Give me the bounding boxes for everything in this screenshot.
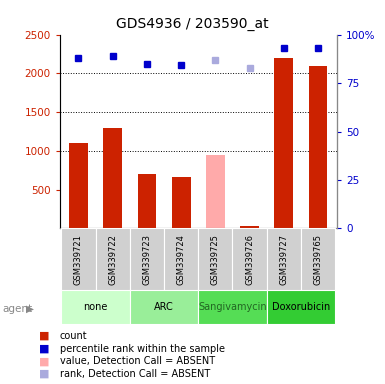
Text: none: none	[84, 302, 108, 312]
Text: ▶: ▶	[26, 304, 34, 314]
Bar	[103, 127, 122, 228]
Bar	[301, 228, 335, 290]
Bar	[309, 66, 328, 228]
Bar	[206, 155, 225, 228]
Bar	[137, 174, 156, 228]
Text: ■: ■	[38, 344, 49, 354]
Text: GSM339726: GSM339726	[245, 234, 254, 285]
Text: GDS4936 / 203590_at: GDS4936 / 203590_at	[116, 17, 269, 31]
Bar	[172, 177, 191, 228]
Text: percentile rank within the sample: percentile rank within the sample	[60, 344, 225, 354]
Bar	[95, 228, 130, 290]
Text: GSM339722: GSM339722	[108, 234, 117, 285]
Bar	[61, 228, 95, 290]
Text: agent: agent	[2, 304, 32, 314]
Text: ARC: ARC	[154, 302, 174, 312]
Bar	[267, 290, 335, 324]
Text: Sangivamycin: Sangivamycin	[198, 302, 267, 312]
Bar	[164, 228, 198, 290]
Bar	[198, 228, 233, 290]
Text: GSM339723: GSM339723	[142, 234, 151, 285]
Text: GSM339727: GSM339727	[280, 234, 288, 285]
Text: ■: ■	[38, 369, 49, 379]
Text: rank, Detection Call = ABSENT: rank, Detection Call = ABSENT	[60, 369, 210, 379]
Text: GSM339765: GSM339765	[313, 234, 323, 285]
Bar	[130, 228, 164, 290]
Text: GSM339724: GSM339724	[177, 234, 186, 285]
Bar	[61, 290, 130, 324]
Bar	[267, 228, 301, 290]
Text: GSM339721: GSM339721	[74, 234, 83, 285]
Bar	[198, 290, 267, 324]
Text: ■: ■	[38, 331, 49, 341]
Text: value, Detection Call = ABSENT: value, Detection Call = ABSENT	[60, 356, 215, 366]
Text: Doxorubicin: Doxorubicin	[272, 302, 330, 312]
Text: GSM339725: GSM339725	[211, 234, 220, 285]
Text: ■: ■	[38, 356, 49, 366]
Bar	[240, 226, 259, 228]
Bar	[130, 290, 198, 324]
Bar	[275, 58, 293, 228]
Bar	[69, 143, 88, 228]
Text: count: count	[60, 331, 87, 341]
Bar	[233, 228, 267, 290]
